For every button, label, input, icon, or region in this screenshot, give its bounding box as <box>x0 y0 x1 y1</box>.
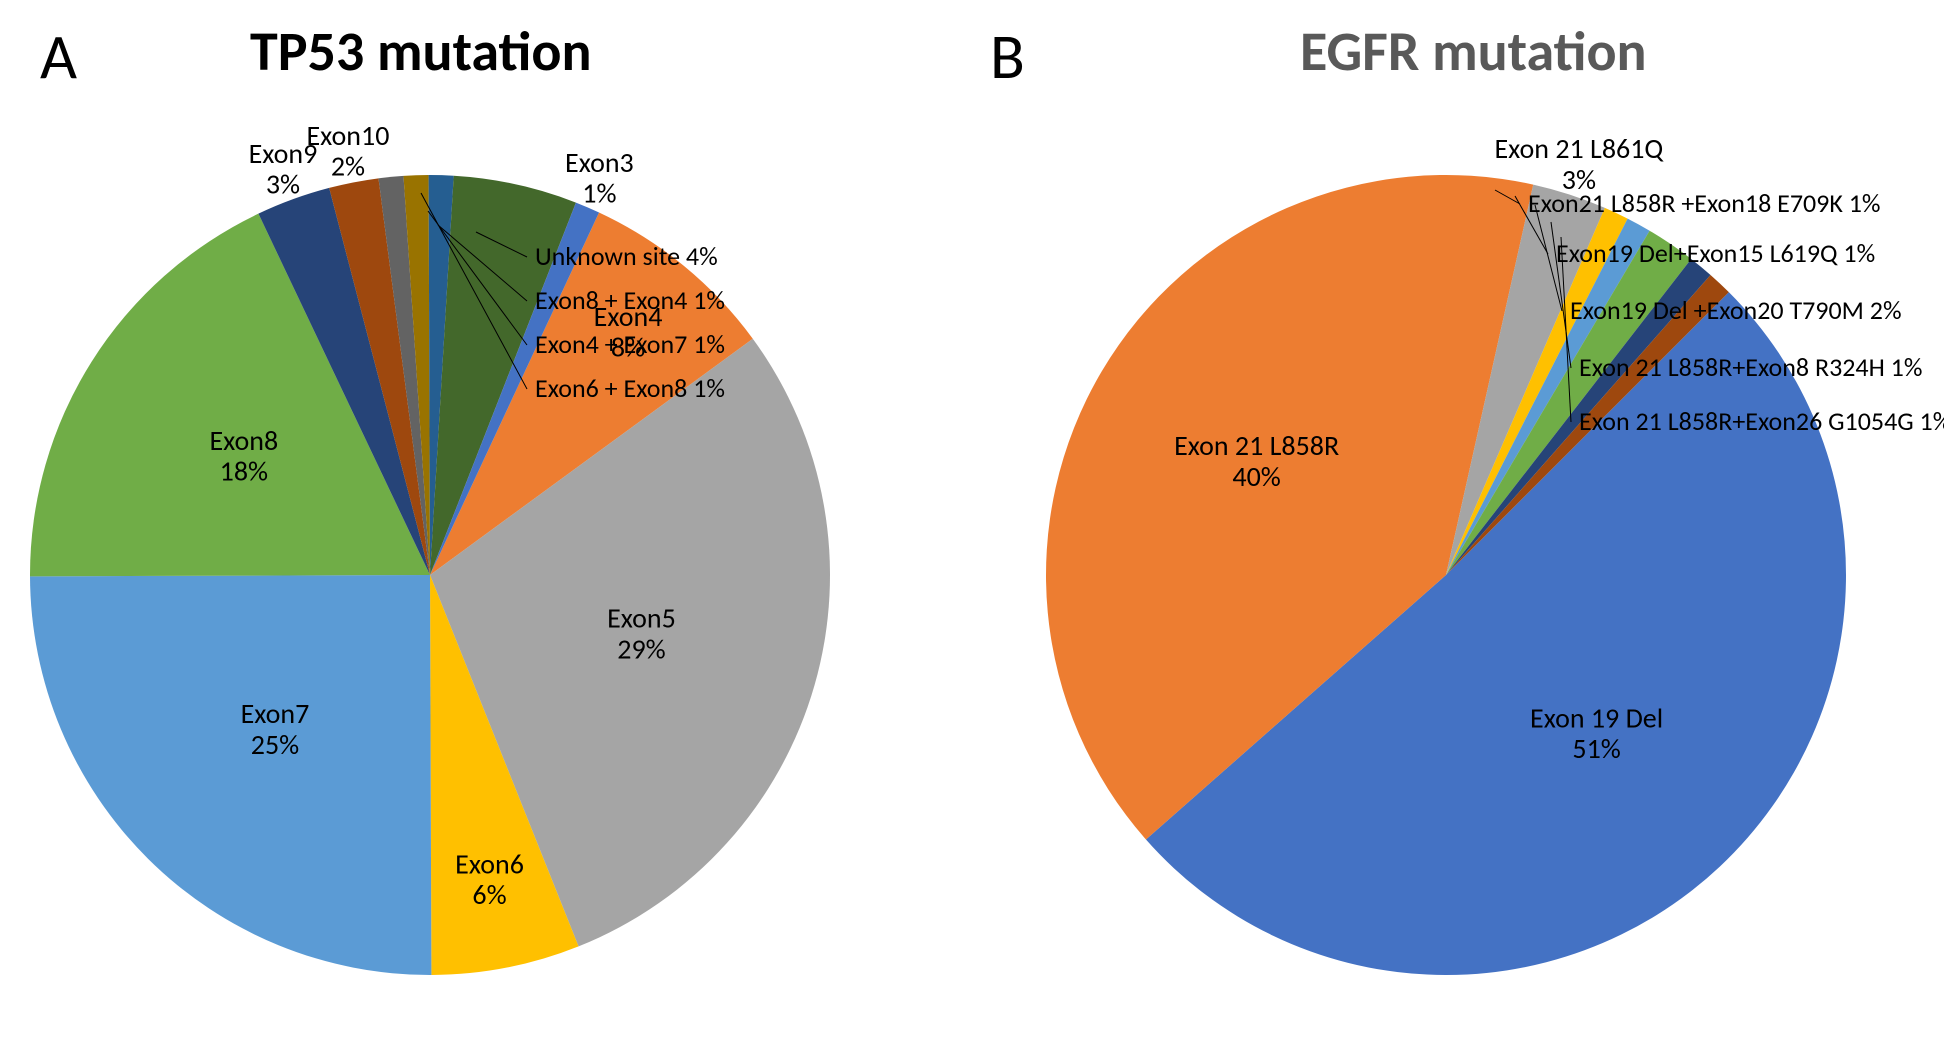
external-label: Exon19 Del +Exon20 T790M 2% <box>1570 294 1902 326</box>
external-label: Exon 21 L858R+Exon8 R324H 1% <box>1579 351 1922 383</box>
figure-root: A TP53 mutation Exon48%Exon529%Exon66%Ex… <box>0 0 1944 1039</box>
external-label: Exon21 L858R +Exon18 E709K 1% <box>1528 187 1881 219</box>
external-label: Exon 21 L858R+Exon26 G1054G 1% <box>1579 405 1944 437</box>
external-label: Exon19 Del+Exon15 L619Q 1% <box>1556 237 1875 269</box>
pie-chart-egfr: Exon 19 Del51%Exon 21 L858R40%Exon 21 L8… <box>0 0 1944 1039</box>
